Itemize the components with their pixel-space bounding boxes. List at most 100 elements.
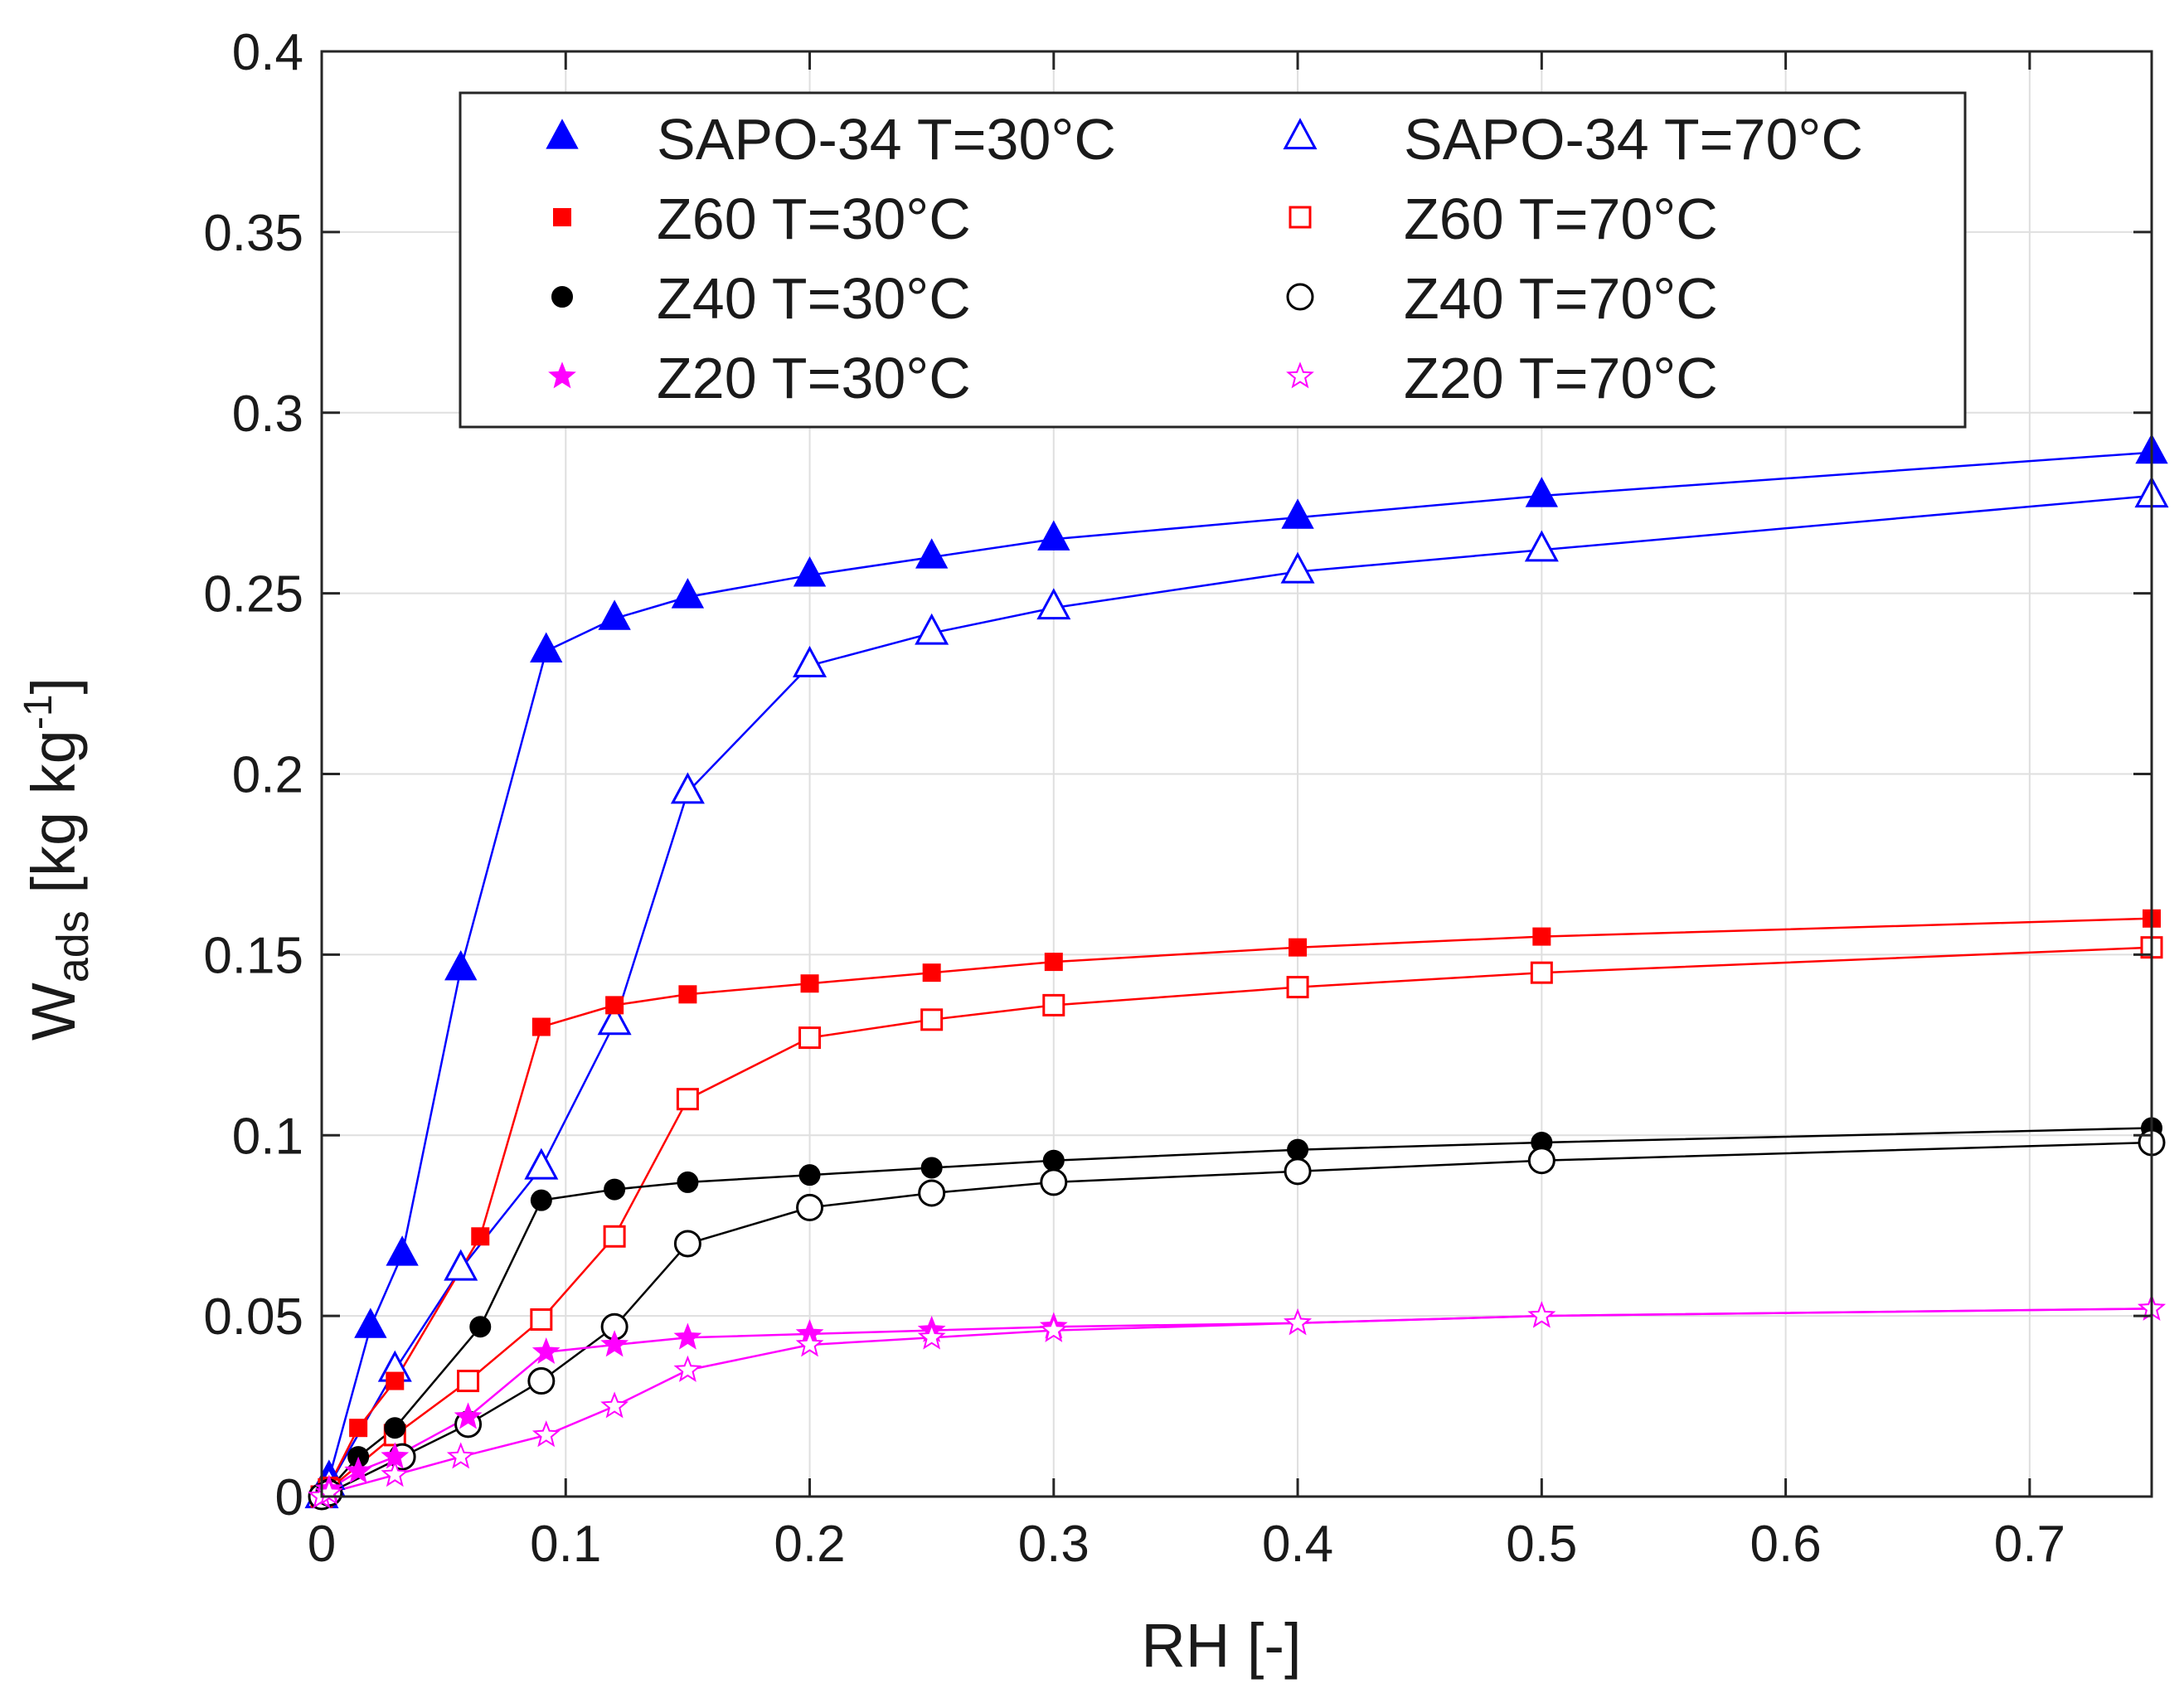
data-point-s5-9 xyxy=(1040,1168,1068,1196)
data-point-s1-6 xyxy=(670,772,705,804)
data-point-s2-4 xyxy=(471,1227,490,1246)
y-axis-title-unit: [kg kg xyxy=(19,730,88,910)
data-point-s6-5 xyxy=(531,1337,561,1365)
legend-marker-2 xyxy=(553,208,571,226)
data-point-s7-3 xyxy=(446,1442,475,1469)
data-point-s6-7 xyxy=(673,1322,702,1350)
y-axis-title-superscript: -1 xyxy=(17,694,61,730)
x-tick-label: 0.2 xyxy=(774,1516,845,1573)
data-point-s7-10 xyxy=(1284,1308,1312,1336)
data-point-s7-8 xyxy=(917,1322,946,1350)
data-point-s5-4 xyxy=(527,1367,556,1395)
series-line-0 xyxy=(320,451,2152,1497)
data-point-s3-4 xyxy=(530,1308,553,1331)
data-point-s0-11 xyxy=(1281,498,1314,529)
y-axis-title-main: W xyxy=(19,982,88,1041)
data-point-s7-5 xyxy=(600,1391,629,1419)
data-point-s0-2 xyxy=(354,1308,387,1338)
data-point-s4-4 xyxy=(469,1316,492,1338)
data-point-s2-5 xyxy=(531,1017,551,1036)
legend-marker-4 xyxy=(551,286,573,308)
data-point-s5-11 xyxy=(1527,1147,1555,1175)
y-axis-title-subscript: ads xyxy=(48,910,98,982)
legend-marker-1 xyxy=(1283,118,1318,150)
legend-label-0: SAPO-34 T=30°C xyxy=(657,107,1116,172)
data-point-s0-10 xyxy=(1037,520,1070,551)
data-point-s5-10 xyxy=(1284,1157,1312,1186)
legend-label-5: Z40 T=70°C xyxy=(1404,266,1718,331)
data-point-s3-10 xyxy=(1286,976,1309,999)
legend-label-2: Z60 T=30°C xyxy=(657,187,971,251)
data-point-s7-11 xyxy=(1527,1301,1556,1328)
data-point-s0-5 xyxy=(530,632,563,662)
x-tick-label: 0.4 xyxy=(1262,1516,1333,1573)
data-point-s0-7 xyxy=(671,578,705,609)
data-point-s0-8 xyxy=(793,556,827,587)
data-point-s3-6 xyxy=(676,1088,699,1111)
y-tick-label: 0 xyxy=(275,1469,303,1526)
data-point-s1-9 xyxy=(1036,588,1071,620)
data-point-s1-5 xyxy=(597,1003,632,1036)
data-point-s2-7 xyxy=(678,985,697,1004)
data-point-s4-11 xyxy=(1287,1138,1309,1161)
legend-marker-5 xyxy=(1286,283,1314,311)
data-point-s7-4 xyxy=(531,1420,561,1448)
y-axis-title: Wads [kg kg-1] xyxy=(17,677,98,1041)
data-point-s1-10 xyxy=(1280,551,1315,584)
data-point-s4-5 xyxy=(530,1189,552,1211)
data-point-s5-7 xyxy=(796,1193,824,1221)
legend-items: SAPO-34 T=30°C SAPO-34 T=70°C Z60 T=30°C Z6… xyxy=(546,107,1863,410)
x-tick-label: 0.6 xyxy=(1750,1516,1821,1573)
data-point-s2-3 xyxy=(386,1371,405,1390)
x-tick-label: 0.1 xyxy=(530,1516,601,1573)
data-point-s4-7 xyxy=(677,1171,699,1193)
data-point-s3-11 xyxy=(1530,961,1553,984)
data-point-s2-2 xyxy=(349,1419,368,1438)
data-point-s3-3 xyxy=(457,1370,480,1393)
data-point-s7-1 xyxy=(314,1477,343,1505)
data-point-s7-6 xyxy=(673,1355,702,1382)
legend-label-6: Z20 T=30°C xyxy=(657,346,971,410)
data-point-s1-8 xyxy=(915,613,949,645)
data-point-s0-9 xyxy=(915,538,949,569)
data-point-s5-8 xyxy=(918,1179,946,1207)
y-axis-title-unit-close: ] xyxy=(19,677,88,695)
y-tick-label: 0.2 xyxy=(232,747,303,804)
legend-marker-6 xyxy=(548,361,576,389)
data-point-s7-7 xyxy=(795,1330,824,1357)
data-point-s2-6 xyxy=(605,996,624,1015)
data-point-s6-6 xyxy=(600,1330,629,1357)
x-tick-label: 0.5 xyxy=(1506,1516,1577,1573)
data-point-s2-12 xyxy=(1532,927,1551,946)
data-point-s3-8 xyxy=(920,1008,944,1031)
data-point-s4-8 xyxy=(798,1164,821,1186)
tick-labels: 0 0.1 0.2 0.3 0.4 0.5 0.6 0.7 0 0.05 0.1 0.15 0.2 0.2… xyxy=(203,24,2065,1573)
data-point-s0-6 xyxy=(598,599,631,630)
y-tick-label: 0.4 xyxy=(232,24,303,81)
y-tick-label: 0.25 xyxy=(203,566,303,623)
data-point-s4-6 xyxy=(604,1178,626,1201)
data-point-s3-7 xyxy=(798,1026,822,1050)
data-point-s2-8 xyxy=(800,974,819,993)
data-point-s7-2 xyxy=(381,1460,410,1487)
legend-label-1: SAPO-34 T=70°C xyxy=(1404,107,1863,172)
data-point-s2-9 xyxy=(922,963,941,982)
y-tick-label: 0.35 xyxy=(203,205,303,262)
legend: SAPO-34 T=30°C SAPO-34 T=70°C Z60 T=30°C Z6… xyxy=(459,91,1967,429)
data-point-s0-4 xyxy=(444,950,478,981)
data-point-s4-10 xyxy=(1042,1149,1065,1172)
data-point-s5-6 xyxy=(673,1230,701,1258)
data-point-s4-3 xyxy=(384,1417,406,1439)
legend-label-3: Z60 T=70°C xyxy=(1404,187,1718,251)
data-point-s1-3 xyxy=(444,1249,478,1281)
legend-marker-3 xyxy=(1289,206,1312,229)
legend-box xyxy=(459,91,1967,429)
data-point-s2-10 xyxy=(1044,953,1063,972)
data-point-s7-9 xyxy=(1039,1315,1068,1342)
data-point-s0-3 xyxy=(386,1235,419,1266)
y-tick-label: 0.15 xyxy=(203,927,303,984)
y-tick-label: 0.1 xyxy=(232,1108,303,1165)
x-tick-label: 0.3 xyxy=(1018,1516,1090,1573)
x-tick-label: 0 xyxy=(308,1516,336,1573)
